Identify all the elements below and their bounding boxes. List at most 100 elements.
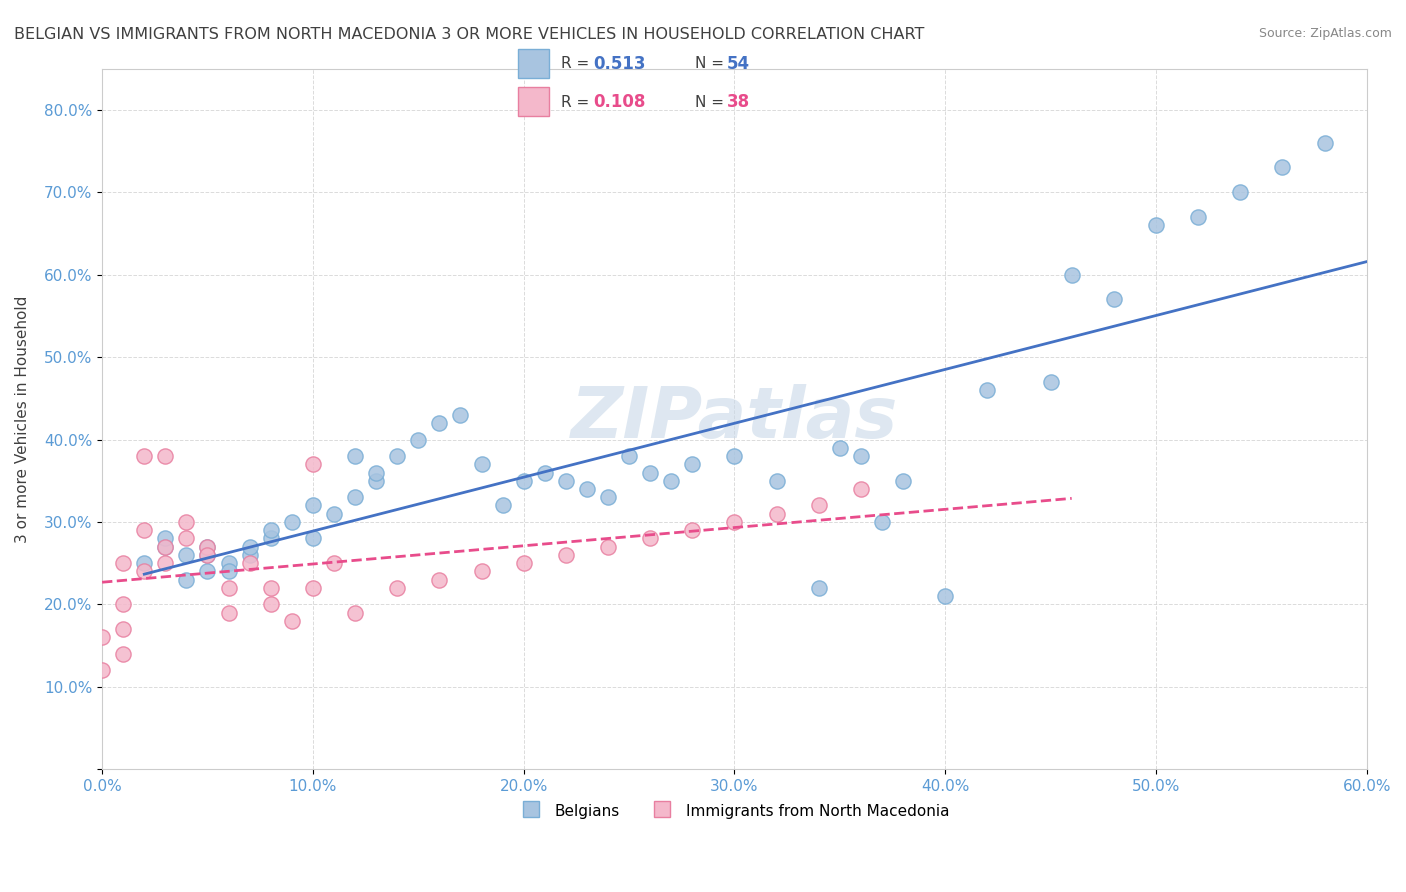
Point <box>176 515 198 529</box>
Point <box>406 433 429 447</box>
Point <box>723 515 745 529</box>
Point <box>260 598 283 612</box>
Point <box>260 523 283 537</box>
Legend: Belgians, Immigrants from North Macedonia: Belgians, Immigrants from North Macedoni… <box>513 797 955 825</box>
Point <box>385 449 408 463</box>
Point <box>1102 293 1125 307</box>
Point <box>155 556 177 570</box>
Point <box>91 631 114 645</box>
Point <box>344 490 367 504</box>
Point <box>1271 161 1294 175</box>
Text: R =: R = <box>561 56 595 71</box>
Point <box>134 556 156 570</box>
Point <box>176 532 198 546</box>
Point <box>1060 268 1083 282</box>
Text: 38: 38 <box>727 93 749 111</box>
Point <box>197 565 219 579</box>
FancyBboxPatch shape <box>517 87 550 116</box>
Text: ZIPatlas: ZIPatlas <box>571 384 898 453</box>
Point <box>1313 136 1336 150</box>
Point <box>681 457 703 471</box>
Point <box>302 457 325 471</box>
Point <box>112 598 135 612</box>
Point <box>638 466 661 480</box>
Point <box>197 548 219 562</box>
Point <box>155 540 177 554</box>
Text: N =: N = <box>695 95 728 110</box>
Point <box>239 548 262 562</box>
Point <box>112 556 135 570</box>
Point <box>681 523 703 537</box>
Point <box>197 540 219 554</box>
Point <box>807 499 830 513</box>
Point <box>807 581 830 595</box>
Point <box>302 581 325 595</box>
Point <box>723 449 745 463</box>
Point <box>302 499 325 513</box>
Point <box>197 540 219 554</box>
FancyBboxPatch shape <box>517 49 550 78</box>
Point <box>112 622 135 636</box>
Point <box>870 515 893 529</box>
Point <box>849 449 872 463</box>
Text: 0.108: 0.108 <box>593 93 645 111</box>
Point <box>491 499 513 513</box>
Point <box>765 507 787 521</box>
Text: R =: R = <box>561 95 595 110</box>
Point <box>281 515 304 529</box>
Point <box>1187 210 1209 224</box>
Point <box>134 449 156 463</box>
Point <box>470 565 492 579</box>
Point <box>449 408 471 422</box>
Point <box>1144 218 1167 232</box>
Point <box>1039 375 1062 389</box>
Point <box>323 556 346 570</box>
Point <box>134 565 156 579</box>
Point <box>366 466 388 480</box>
Point <box>596 540 619 554</box>
Point <box>218 581 240 595</box>
Point <box>638 532 661 546</box>
Point <box>176 573 198 587</box>
Point <box>344 606 367 620</box>
Point <box>218 606 240 620</box>
Point <box>91 664 114 678</box>
Point <box>134 523 156 537</box>
Point <box>239 540 262 554</box>
Point <box>260 532 283 546</box>
Text: 0.513: 0.513 <box>593 55 645 73</box>
Point <box>385 581 408 595</box>
Point <box>659 474 682 488</box>
Point <box>176 548 198 562</box>
Point <box>617 449 640 463</box>
Point <box>112 647 135 661</box>
Point <box>323 507 346 521</box>
Point <box>575 482 598 496</box>
Point <box>891 474 914 488</box>
Point <box>1229 185 1251 199</box>
Text: Source: ZipAtlas.com: Source: ZipAtlas.com <box>1258 27 1392 40</box>
Point <box>281 614 304 628</box>
Point <box>155 449 177 463</box>
Point <box>554 474 576 488</box>
Point <box>554 548 576 562</box>
Text: N =: N = <box>695 56 728 71</box>
Point <box>512 474 534 488</box>
Point <box>470 457 492 471</box>
Text: 54: 54 <box>727 55 749 73</box>
Point <box>849 482 872 496</box>
Point <box>197 548 219 562</box>
Point <box>260 581 283 595</box>
Point <box>512 556 534 570</box>
Point <box>218 556 240 570</box>
Point <box>344 449 367 463</box>
Point <box>427 573 450 587</box>
Point <box>765 474 787 488</box>
Point <box>155 532 177 546</box>
Point <box>596 490 619 504</box>
Point <box>155 540 177 554</box>
Text: BELGIAN VS IMMIGRANTS FROM NORTH MACEDONIA 3 OR MORE VEHICLES IN HOUSEHOLD CORRE: BELGIAN VS IMMIGRANTS FROM NORTH MACEDON… <box>14 27 924 42</box>
Point <box>218 565 240 579</box>
Point <box>533 466 555 480</box>
Y-axis label: 3 or more Vehicles in Household: 3 or more Vehicles in Household <box>15 295 30 542</box>
